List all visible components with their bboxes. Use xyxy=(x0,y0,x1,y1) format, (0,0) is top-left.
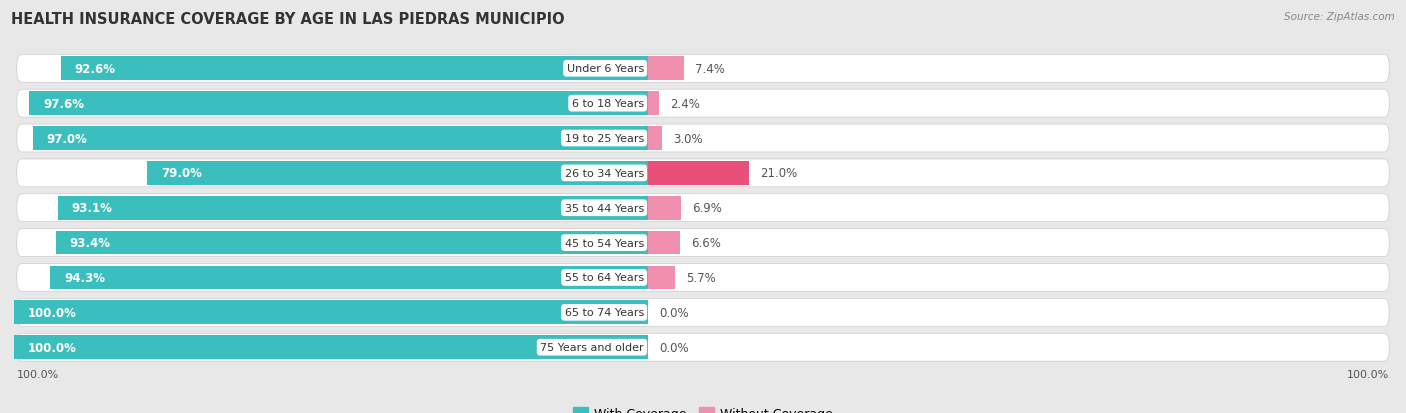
Bar xyxy=(58,197,648,220)
Text: 75 Years and older: 75 Years and older xyxy=(540,342,644,352)
Text: 6 to 18 Years: 6 to 18 Years xyxy=(572,99,644,109)
Text: HEALTH INSURANCE COVERAGE BY AGE IN LAS PIEDRAS MUNICIPIO: HEALTH INSURANCE COVERAGE BY AGE IN LAS … xyxy=(11,12,565,27)
Text: 93.1%: 93.1% xyxy=(72,202,112,215)
Text: 19 to 25 Years: 19 to 25 Years xyxy=(564,134,644,144)
Text: 2.4%: 2.4% xyxy=(671,97,700,110)
Bar xyxy=(60,57,648,81)
Bar xyxy=(30,92,648,116)
FancyBboxPatch shape xyxy=(17,299,1389,327)
Text: Under 6 Years: Under 6 Years xyxy=(567,64,644,74)
Bar xyxy=(648,161,749,185)
Bar xyxy=(14,335,648,359)
Bar xyxy=(648,266,675,290)
FancyBboxPatch shape xyxy=(17,229,1389,257)
Bar xyxy=(56,231,648,255)
Text: 55 to 64 Years: 55 to 64 Years xyxy=(565,273,644,283)
Bar xyxy=(14,301,648,324)
Text: 100.0%: 100.0% xyxy=(28,306,77,319)
FancyBboxPatch shape xyxy=(17,333,1389,361)
Bar xyxy=(648,92,659,116)
Text: Source: ZipAtlas.com: Source: ZipAtlas.com xyxy=(1284,12,1395,22)
Text: 6.6%: 6.6% xyxy=(690,237,721,249)
FancyBboxPatch shape xyxy=(17,264,1389,292)
Bar xyxy=(648,57,683,81)
Text: 100.0%: 100.0% xyxy=(1347,369,1389,379)
Text: 3.0%: 3.0% xyxy=(673,132,703,145)
Text: 6.9%: 6.9% xyxy=(692,202,723,215)
Text: 100.0%: 100.0% xyxy=(17,369,59,379)
Bar xyxy=(648,197,681,220)
Text: 0.0%: 0.0% xyxy=(659,341,689,354)
Bar xyxy=(648,231,679,255)
FancyBboxPatch shape xyxy=(17,195,1389,222)
Text: 26 to 34 Years: 26 to 34 Years xyxy=(564,169,644,178)
Bar xyxy=(51,266,648,290)
Legend: With Coverage, Without Coverage: With Coverage, Without Coverage xyxy=(568,402,838,413)
FancyBboxPatch shape xyxy=(17,55,1389,83)
Text: 100.0%: 100.0% xyxy=(28,341,77,354)
Text: 97.6%: 97.6% xyxy=(44,97,84,110)
Text: 5.7%: 5.7% xyxy=(686,271,716,284)
FancyBboxPatch shape xyxy=(17,125,1389,152)
Text: 65 to 74 Years: 65 to 74 Years xyxy=(564,308,644,318)
Bar xyxy=(148,161,648,185)
Text: 35 to 44 Years: 35 to 44 Years xyxy=(564,203,644,213)
Text: 21.0%: 21.0% xyxy=(761,167,797,180)
Text: 79.0%: 79.0% xyxy=(160,167,202,180)
Text: 94.3%: 94.3% xyxy=(63,271,105,284)
Bar xyxy=(648,127,662,150)
Text: 45 to 54 Years: 45 to 54 Years xyxy=(564,238,644,248)
Text: 0.0%: 0.0% xyxy=(659,306,689,319)
Text: 7.4%: 7.4% xyxy=(695,63,724,76)
Text: 93.4%: 93.4% xyxy=(70,237,111,249)
Text: 97.0%: 97.0% xyxy=(46,132,87,145)
FancyBboxPatch shape xyxy=(17,90,1389,118)
Bar xyxy=(34,127,648,150)
Text: 92.6%: 92.6% xyxy=(75,63,115,76)
FancyBboxPatch shape xyxy=(17,159,1389,188)
